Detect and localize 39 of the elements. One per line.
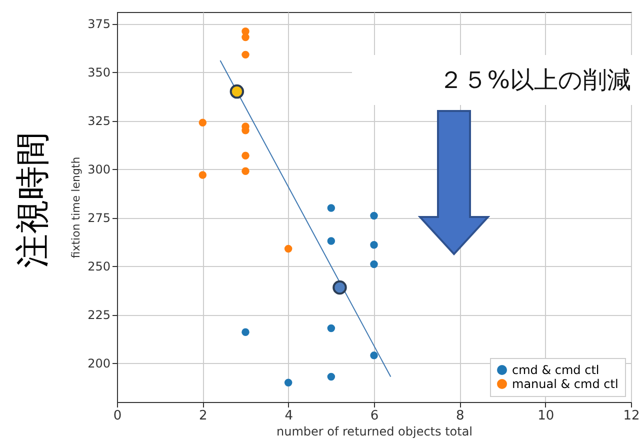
point: [230, 84, 244, 99]
point: [242, 50, 250, 59]
y-tick-label: 375: [88, 17, 110, 32]
x-tick-label: 8: [456, 408, 464, 424]
y-tick-label: 225: [88, 308, 110, 322]
y-tick-label: 275: [88, 211, 110, 226]
x-tick-label: 4: [284, 408, 293, 424]
point: [242, 328, 250, 336]
point: [242, 152, 250, 160]
y-axis-title: fixtion time length: [70, 156, 83, 258]
y-tick-label: 250: [88, 260, 110, 274]
point: [242, 33, 250, 42]
point: [327, 372, 336, 381]
x-tick-label: 12: [623, 408, 640, 424]
point: [327, 204, 336, 212]
point: [327, 324, 336, 332]
point: [198, 171, 207, 179]
x-tick-label: 10: [538, 408, 554, 424]
point: [284, 378, 292, 386]
legend-label: cmd & cmd ctl: [512, 363, 600, 377]
point: [198, 118, 207, 126]
y-tick-label: 300: [88, 162, 110, 177]
point: [242, 167, 250, 175]
point: [370, 260, 378, 268]
point: [370, 240, 378, 249]
y-tick-label: 200: [88, 356, 110, 371]
point: [284, 244, 292, 253]
x-tick-label: 2: [199, 408, 208, 424]
point: [370, 212, 378, 220]
y-tick-label: 350: [88, 66, 110, 80]
text: 注視時間: [12, 132, 54, 268]
point: [332, 280, 347, 295]
point: [327, 237, 336, 245]
x-axis-title: number of returned objects total: [276, 424, 473, 438]
y-tick-label: 325: [88, 114, 110, 128]
x-tick-label: 0: [113, 408, 122, 424]
legend-label: manual & cmd ctl: [512, 377, 618, 391]
point: [370, 352, 378, 360]
x-tick-label: 6: [370, 408, 379, 424]
